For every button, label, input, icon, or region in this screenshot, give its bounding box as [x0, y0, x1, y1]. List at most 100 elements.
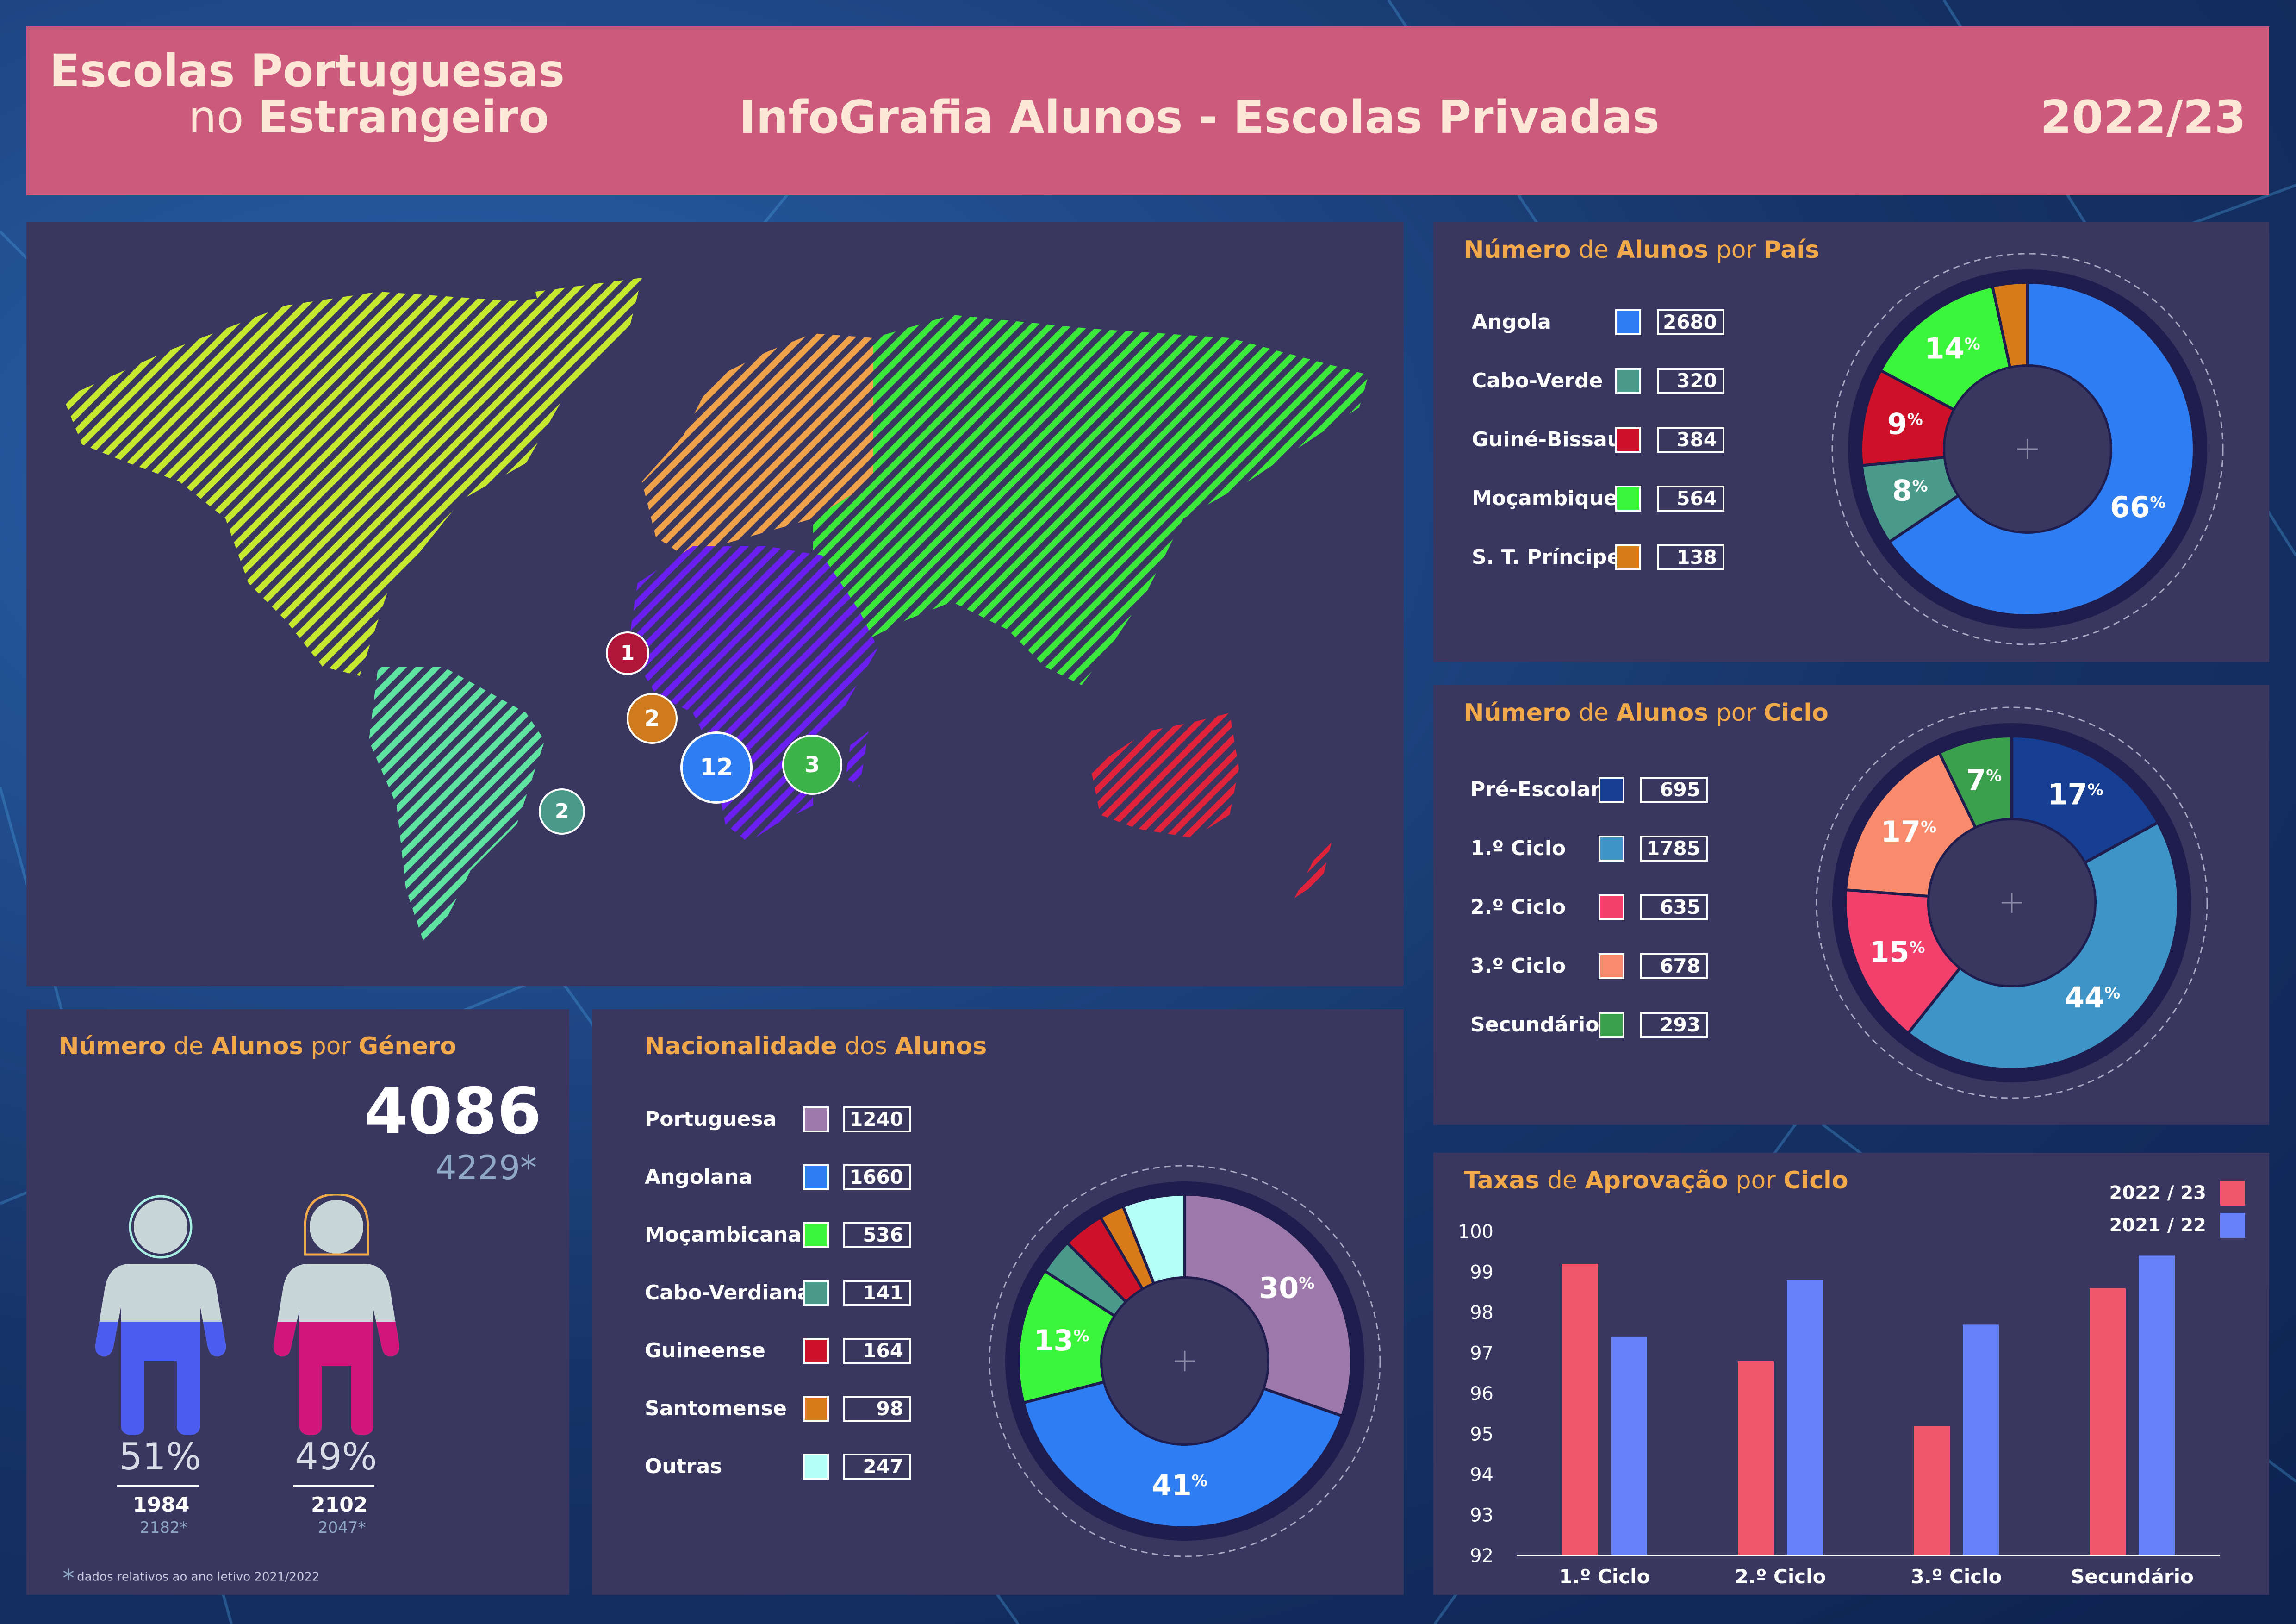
- donut-slice-angolana: [1021, 1380, 1344, 1529]
- map-marker-guine[interactable]: 1: [606, 631, 649, 675]
- south-america: [369, 667, 545, 944]
- x-tick-label-1-ciclo: 1.º Ciclo: [1559, 1565, 1650, 1588]
- map-marker-cabo-verde[interactable]: 2: [539, 788, 585, 835]
- genero-total: 4086: [363, 1074, 541, 1149]
- pais-swatch-guine-bissau: [1615, 427, 1641, 453]
- donut-center-plus-icon: [1175, 1351, 1195, 1371]
- ciclo-value-secundario: 293: [1640, 1012, 1708, 1038]
- pais-donut-chart: 66%8%9%14%: [1831, 253, 2224, 645]
- donut-slice-mocambicana: [1017, 1269, 1117, 1405]
- new-zealand: [1294, 843, 1332, 898]
- ciclo-value-3-ciclo: 678: [1640, 953, 1708, 979]
- ciclo-swatch-2-ciclo: [1599, 894, 1624, 920]
- bar-2022-23-secundario: [2090, 1288, 2126, 1555]
- legend-swatch-2022-23: [2220, 1181, 2245, 1206]
- y-tick-label: 99: [1470, 1262, 1493, 1283]
- male-percent: 51%: [119, 1435, 201, 1478]
- nacionalidade-swatch-cabo-verdiana: [803, 1280, 829, 1306]
- donut-slice-pre-escolar: [2010, 734, 2160, 865]
- nacionalidade-swatch-guineense: [803, 1338, 829, 1364]
- ciclo-swatch-1-ciclo: [1599, 836, 1624, 862]
- donut-slice-1-ciclo: [1906, 820, 2180, 1071]
- nacionalidade-label-portuguesa: Portuguesa: [645, 1107, 777, 1131]
- pais-label-mocambique: Moçambique: [1472, 487, 1618, 510]
- donut-slice-secundario: [1937, 734, 2013, 830]
- donut-center-plus-icon: [2017, 439, 2038, 459]
- nacionalidade-value-outras: 247: [843, 1454, 911, 1480]
- brand-prefix: no: [188, 91, 244, 143]
- y-tick-label: 96: [1470, 1383, 1493, 1405]
- bar-2022-23-2-ciclo: [1738, 1361, 1774, 1555]
- x-tick-label-2-ciclo: 2.º Ciclo: [1735, 1565, 1826, 1588]
- pais-swatch-mocambique: [1615, 486, 1641, 512]
- ciclo-swatch-secundario: [1599, 1012, 1624, 1038]
- nacionalidade-value-cabo-verdiana: 141: [843, 1280, 911, 1306]
- pais-panel: Número de Alunos por País Angola 2680 Ca…: [1433, 222, 2269, 662]
- pais-swatch-st-principe: [1615, 544, 1641, 570]
- nacionalidade-swatch-portuguesa: [803, 1106, 829, 1132]
- aprovacao-title: Taxas de Aprovação por Ciclo: [1464, 1167, 1848, 1194]
- pais-swatch-cabo-verde: [1615, 368, 1641, 394]
- nacionalidade-swatch-outras: [803, 1454, 829, 1480]
- europe: [642, 333, 873, 556]
- nacionalidade-swatch-angolana: [803, 1164, 829, 1190]
- pais-title: Número de Alunos por País: [1464, 236, 1820, 264]
- pais-value-cabo-verde: 320: [1657, 368, 1724, 394]
- nacionalidade-value-mocambicana: 536: [843, 1222, 911, 1248]
- ciclo-donut-chart: 17%44%15%17%7%: [1816, 706, 2208, 1099]
- donut-label-3-ciclo: 17%: [1881, 815, 1936, 849]
- pais-value-angola: 2680: [1657, 309, 1724, 335]
- genero-title: Número de Alunos por Género: [59, 1032, 457, 1060]
- world-map: [63, 278, 1369, 944]
- female-figure-icon: [274, 1194, 399, 1435]
- female-percent: 49%: [295, 1435, 377, 1478]
- female-underline: [293, 1485, 374, 1487]
- map-marker-mocambique[interactable]: 3: [782, 735, 842, 795]
- page-title: InfoGrafia Alunos - Escolas Privadas: [739, 91, 1660, 144]
- bar-2022-23-1-ciclo: [1562, 1264, 1598, 1555]
- footnote-star: *: [62, 1565, 75, 1593]
- ciclo-label-1-ciclo: 1.º Ciclo: [1470, 837, 1566, 860]
- donut-slice-angola: [1887, 281, 2196, 617]
- map-marker-angola[interactable]: 12: [680, 731, 753, 804]
- y-tick-label: 94: [1470, 1464, 1493, 1486]
- brand-bold: Estrangeiro: [258, 91, 549, 143]
- map-marker-st-principe[interactable]: 2: [627, 693, 678, 744]
- pais-label-cabo-verde: Cabo-Verde: [1472, 369, 1603, 393]
- aprovacao-bar-chart: 100 99 98 97 96 95 94 93 92 1.º Ciclo 2.º Ciclo 3.º…: [1458, 1181, 2245, 1588]
- ciclo-panel: Número de Alunos por Ciclo Pré-Escolar 6…: [1433, 685, 2269, 1125]
- ciclo-value-pre-escolar: 695: [1640, 777, 1708, 803]
- pais-value-st-principe: 138: [1657, 544, 1724, 570]
- nacionalidade-label-outras: Outras: [645, 1455, 722, 1478]
- bar-2021-22-1-ciclo: [1611, 1337, 1647, 1555]
- aprovacao-panel: Taxas de Aprovação por Ciclo 100 99 98 97 96…: [1433, 1153, 2269, 1595]
- ciclo-label-pre-escolar: Pré-Escolar: [1470, 778, 1601, 801]
- africa: [628, 546, 878, 843]
- female-count: 2102: [311, 1493, 368, 1517]
- nacionalidade-swatch-mocambicana: [803, 1222, 829, 1248]
- pais-swatch-angola: [1615, 309, 1641, 335]
- male-underline: [117, 1485, 199, 1487]
- pais-label-st-principe: S. T. Príncipe: [1472, 545, 1621, 569]
- male-figure-icon: [95, 1195, 226, 1435]
- brand-line-2: no Estrangeiro: [188, 91, 549, 143]
- nacionalidade-donut-chart: 30%41%13%: [989, 1165, 1381, 1557]
- donut-dashed-arc: [1831, 253, 2224, 645]
- donut-slice-3-ciclo: [1844, 750, 1978, 898]
- legend-label-2021-22: 2021 / 22: [2109, 1215, 2206, 1236]
- genero-panel: Número de Alunos por Género 4086 4229*: [26, 1009, 569, 1595]
- bar-2021-22-3-ciclo: [1963, 1324, 1999, 1555]
- ciclo-label-3-ciclo: 3.º Ciclo: [1470, 954, 1566, 978]
- donut-slice-2-ciclo: [1844, 888, 1962, 1035]
- nacionalidade-label-santomense: Santomense: [645, 1397, 787, 1420]
- male-prev: 2182*: [140, 1518, 188, 1537]
- y-tick-label: 93: [1470, 1505, 1493, 1526]
- ciclo-swatch-3-ciclo: [1599, 953, 1624, 979]
- bar-2021-22-2-ciclo: [1787, 1280, 1823, 1555]
- north-america: [63, 292, 628, 676]
- donut-center-plus-icon: [2002, 893, 2022, 913]
- y-tick-label: 100: [1458, 1221, 1493, 1243]
- madagascar: [846, 731, 869, 787]
- ciclo-label-secundario: Secundário: [1470, 1013, 1599, 1037]
- nacionalidade-label-angolana: Angolana: [645, 1165, 753, 1189]
